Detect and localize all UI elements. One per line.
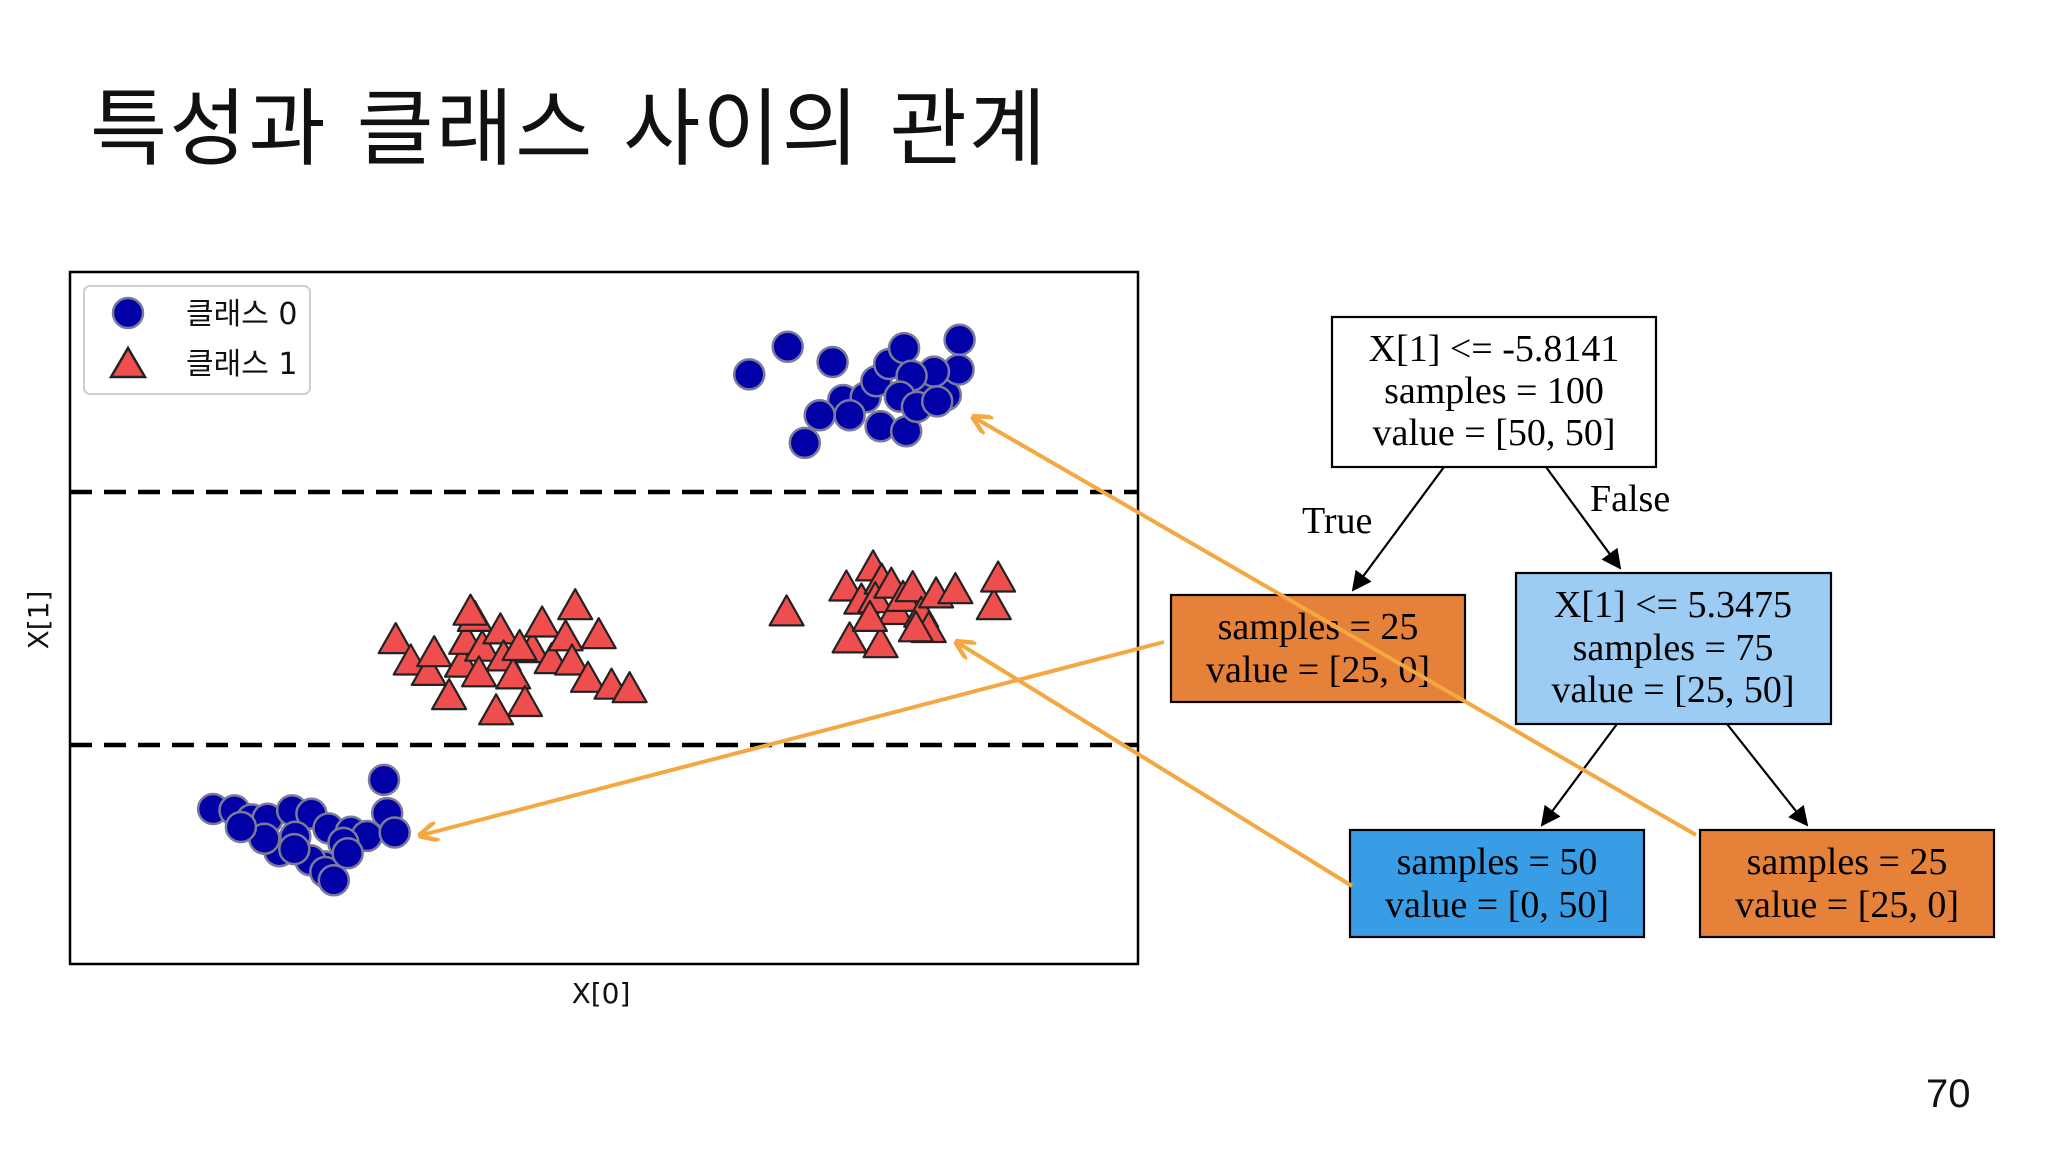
edge-right-blue [1540, 723, 1618, 827]
class0-point [887, 331, 921, 365]
root-samples: samples = 100 [1384, 370, 1604, 412]
class0-point [833, 398, 866, 432]
page-number: 70 [1926, 1072, 1971, 1116]
class0-point [367, 763, 401, 797]
class1-point [553, 643, 591, 676]
class1-point [547, 619, 584, 652]
class1-point [501, 628, 538, 662]
left-leaf-samples: samples = 25 [1218, 606, 1419, 648]
right-node-samples: samples = 75 [1573, 627, 1774, 669]
blue-leaf-samples: samples = 50 [1397, 841, 1598, 883]
tree-leaf-orange: samples = 25 value = [25, 0] [1698, 828, 1996, 939]
tree-left-leaf: samples = 25 value = [25, 0] [1169, 593, 1467, 704]
edge-root-right [1545, 466, 1622, 570]
edge-label-false: False [1590, 478, 1670, 520]
class1-point [495, 657, 532, 690]
class0-point [278, 832, 311, 866]
right-node-condition: X[1] <= 5.3475 [1554, 584, 1792, 626]
class1-point [831, 621, 868, 654]
class1-point [524, 605, 561, 638]
class1-point [975, 588, 1012, 621]
class0-point [803, 398, 836, 432]
orange-leaf-value: value = [25, 0] [1735, 884, 1959, 926]
class0-point [732, 358, 766, 391]
class1-point [431, 678, 468, 711]
tree-leaf-blue: samples = 50 value = [0, 50] [1348, 828, 1646, 939]
legend-label-class0: 클래스 0 [186, 297, 297, 332]
class1-point [980, 560, 1017, 593]
class0-point [816, 345, 849, 379]
edge-right-orange [1726, 723, 1809, 827]
slide-title: 특성과 클래스 사이의 관계 [90, 80, 1049, 178]
class1-point [862, 626, 899, 659]
class0-point [771, 330, 804, 363]
legend-circle-marker [111, 296, 145, 330]
class1-point [377, 622, 414, 655]
class1-point [482, 612, 519, 645]
mapping-arrow-middle-cluster [958, 643, 1354, 888]
legend-triangle-marker [108, 345, 148, 379]
class1-point [557, 588, 594, 621]
class1-point [894, 570, 931, 603]
mapping-arrow-bottom-cluster [422, 640, 1165, 835]
class1-point [506, 684, 544, 718]
class1-point [937, 572, 974, 605]
class1-point [580, 617, 617, 650]
root-value: value = [50, 50] [1372, 412, 1615, 454]
class1-point [410, 653, 447, 686]
class1-point [569, 660, 607, 693]
class1-point [416, 635, 453, 668]
class0-point [224, 810, 258, 844]
root-condition: X[1] <= -5.8141 [1369, 328, 1620, 370]
class0-point [317, 864, 351, 897]
class1-point [478, 693, 515, 726]
class1-point [768, 594, 805, 627]
x-axis-label: X[0] [572, 977, 631, 1010]
class0-point [331, 837, 364, 870]
blue-leaf-value: value = [0, 50] [1385, 884, 1609, 926]
legend: 클래스 0 클래스 1 [83, 285, 311, 395]
left-leaf-value: value = [25, 0] [1206, 649, 1430, 691]
class0-point [378, 816, 411, 849]
y-axis-label: X[1] [22, 591, 55, 650]
tree-right-node: X[1] <= 5.3475 samples = 75 value = [25,… [1514, 571, 1833, 726]
class0-point [920, 385, 954, 418]
class1-point [452, 593, 489, 626]
class1-point [460, 655, 498, 688]
tree-root-node: X[1] <= -5.8141 samples = 100 value = [5… [1330, 315, 1658, 469]
right-node-value: value = [25, 50] [1551, 669, 1794, 711]
edge-label-true: True [1302, 500, 1372, 542]
class1-point [851, 599, 888, 632]
class1-point [897, 610, 934, 643]
legend-label-class1: 클래스 1 [186, 347, 297, 382]
edge-root-left [1351, 466, 1445, 592]
scatter-points [196, 323, 1017, 897]
orange-leaf-samples: samples = 25 [1747, 841, 1948, 883]
class0-point [943, 323, 976, 357]
class1-point [611, 671, 648, 704]
class0-point [788, 426, 822, 460]
mapping-arrow-top-cluster [975, 418, 1698, 837]
